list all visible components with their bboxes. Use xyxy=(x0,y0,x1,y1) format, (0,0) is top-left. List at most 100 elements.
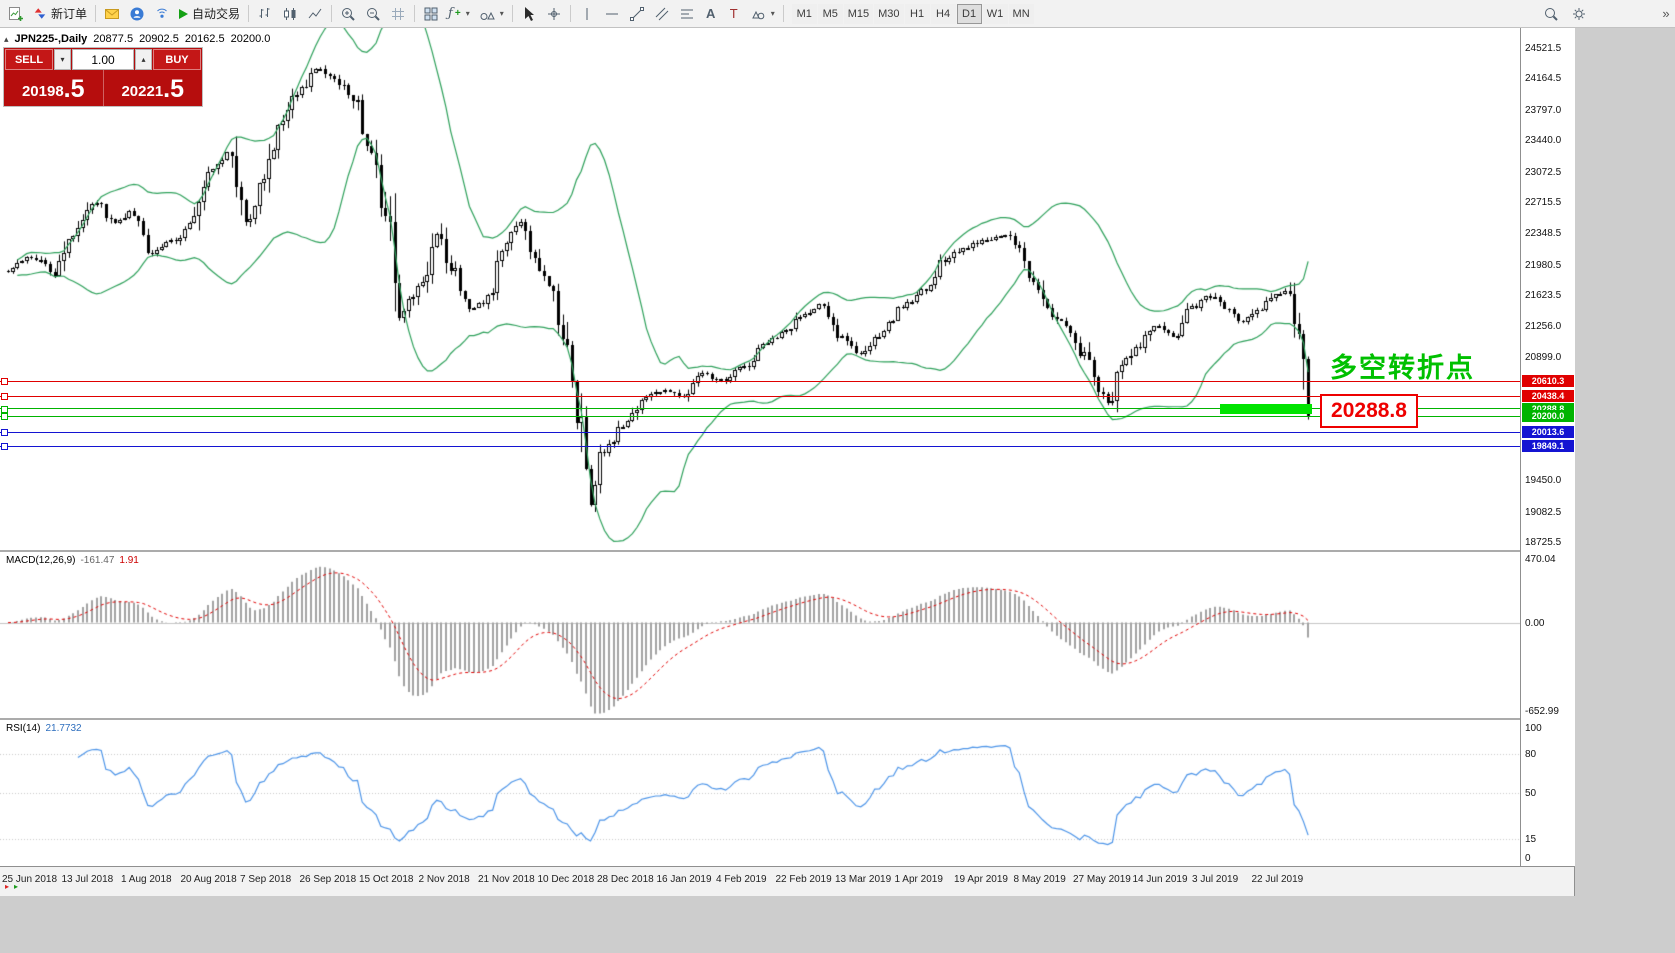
ohlc-low: 20162.5 xyxy=(184,33,225,45)
scroll-marker-left-icon[interactable]: ▸ xyxy=(5,882,10,891)
price-axis[interactable]: 24521.5 24164.5 23797.0 23440.0 23072.5 22715… xyxy=(1520,28,1575,866)
vertical-line-icon xyxy=(586,7,588,20)
horizontal-line-button[interactable] xyxy=(600,3,624,25)
timeframe-button-m5[interactable]: M5 xyxy=(817,3,843,24)
horizontal-line-20013.6[interactable] xyxy=(0,431,1520,433)
price-axis-label: 22348.5 xyxy=(1525,228,1562,240)
zoom-in-button[interactable] xyxy=(336,3,360,25)
line-chart-button[interactable] xyxy=(303,3,327,25)
toolbar-separator xyxy=(414,5,416,22)
line-handle[interactable] xyxy=(1,413,8,421)
time-axis-label: 1 Apr 2019 xyxy=(894,874,943,885)
toolbar-separator xyxy=(569,5,571,22)
timeframe-button-d1[interactable]: D1 xyxy=(956,3,982,24)
indicators-button[interactable]: ƒ + ▾ xyxy=(444,3,474,25)
price-line-tag: 20610.3 xyxy=(1522,375,1574,388)
fibonacci-button[interactable] xyxy=(675,3,699,25)
candlestick-chart-button[interactable] xyxy=(278,3,302,25)
vertical-line-button[interactable] xyxy=(575,3,599,25)
price-line-tag: 19849.1 xyxy=(1522,440,1574,453)
label-button[interactable]: T xyxy=(723,3,745,25)
timeframe-button-m15[interactable]: M15 xyxy=(843,3,874,24)
gear-icon xyxy=(1573,7,1585,20)
mailbox-button[interactable] xyxy=(100,3,124,25)
buy-price[interactable]: 20221.5 xyxy=(104,70,203,106)
horizontal-line-19849.1[interactable] xyxy=(0,445,1520,447)
signals-icon xyxy=(157,8,167,18)
buy-price-pips: .5 xyxy=(163,75,185,103)
time-axis-label: 13 Mar 2019 xyxy=(835,874,892,885)
timeframe-button-m30[interactable]: M30 xyxy=(874,3,904,24)
macd-axis-label: 470.04 xyxy=(1525,554,1556,565)
new-chart-button[interactable] xyxy=(4,3,28,25)
grid-button[interactable] xyxy=(386,3,410,25)
time-axis-label: 3 Jul 2019 xyxy=(1192,874,1239,885)
community-button[interactable] xyxy=(125,3,149,25)
rsi-name: RSI(14) xyxy=(6,723,41,734)
price-axis-label: 22715.5 xyxy=(1525,196,1562,208)
objects-button[interactable]: ▾ xyxy=(475,3,508,25)
macd-panel-canvas[interactable] xyxy=(0,552,1520,718)
timeframe-group: M1 M5 M15 M30 H1 H4 D1 W1 MN xyxy=(791,3,1034,24)
trendline-icon xyxy=(629,6,644,21)
text-button[interactable]: A xyxy=(700,3,722,25)
cursor-button[interactable] xyxy=(517,3,541,25)
shapes-button[interactable]: ▾ xyxy=(746,3,779,25)
rsi-panel-canvas[interactable] xyxy=(0,720,1520,866)
settings-button[interactable] xyxy=(1567,3,1591,25)
volume-decrease-button[interactable]: ▾ xyxy=(54,49,71,70)
sell-button[interactable]: SELL xyxy=(5,49,53,70)
crosshair-button[interactable] xyxy=(542,3,566,25)
line-handle[interactable] xyxy=(1,393,8,401)
price-axis-label: 23440.0 xyxy=(1525,135,1562,147)
horizontal-line-20610.3[interactable] xyxy=(0,380,1520,382)
macd-value: -161.47 xyxy=(80,555,115,566)
trade-panel-toggle[interactable]: ▴ xyxy=(4,33,9,44)
timeframe-button-w1[interactable]: W1 xyxy=(982,3,1008,24)
new-order-icon xyxy=(34,8,46,19)
line-handle[interactable] xyxy=(1,378,8,386)
horizontal-line-20288.8[interactable] xyxy=(0,408,1520,410)
buy-button[interactable]: BUY xyxy=(153,49,201,70)
price-callout-box[interactable]: 20288.8 xyxy=(1320,393,1418,428)
zoom-out-button[interactable] xyxy=(361,3,385,25)
algo-trading-button[interactable]: 自动交易 xyxy=(175,3,244,25)
bar-chart-button[interactable] xyxy=(253,3,277,25)
cursor-icon xyxy=(524,6,534,21)
signals-button[interactable] xyxy=(150,3,174,25)
search-button[interactable] xyxy=(1539,3,1563,25)
macd-axis-label: 0.00 xyxy=(1525,617,1545,629)
timeframe-button-m1[interactable]: M1 xyxy=(791,3,817,24)
tile-windows-button[interactable] xyxy=(419,3,443,25)
new-order-button[interactable]: 新订单 xyxy=(29,3,91,25)
horizontal-line-20438.4[interactable] xyxy=(0,395,1520,397)
sell-price[interactable]: 20198.5 xyxy=(4,70,104,106)
chart-ohlc-header: ▴ JPN225-,Daily 20877.5 20902.5 20162.5 … xyxy=(4,33,270,45)
panel-splitter-macd[interactable] xyxy=(0,550,1574,552)
toolbar-overflow-button[interactable]: » xyxy=(1655,3,1675,25)
chevron-down-icon: ▾ xyxy=(770,9,775,18)
trade-panel-controls: SELL ▾ 1.00 ▴ BUY xyxy=(4,48,202,70)
chart-annotation-text[interactable]: 多空转折点 xyxy=(1330,353,1475,384)
volume-input[interactable]: 1.00 xyxy=(72,49,134,70)
horizontal-line-20200.0[interactable] xyxy=(0,415,1520,417)
price-chart-canvas[interactable] xyxy=(0,28,1520,550)
timeframe-button-h1[interactable]: H1 xyxy=(904,3,930,24)
price-axis-label: 21256.0 xyxy=(1525,321,1562,333)
rsi-value: 21.7732 xyxy=(45,723,82,734)
time-axis[interactable]: ▸ ▸ 25 Jun 2018 13 Jul 2018 1 Aug 2018 20 A… xyxy=(0,866,1574,896)
trade-panel-quotes: 20198.5 20221.5 xyxy=(4,70,202,106)
highlight-rectangle[interactable] xyxy=(1220,403,1312,414)
scroll-marker-right-icon[interactable]: ▸ xyxy=(14,882,19,891)
time-axis-label: 7 Sep 2018 xyxy=(240,874,292,885)
trendline-button[interactable] xyxy=(625,3,649,25)
timeframe-button-mn[interactable]: MN xyxy=(1008,3,1034,24)
channel-button[interactable] xyxy=(650,3,674,25)
line-handle[interactable] xyxy=(1,429,8,437)
line-handle[interactable] xyxy=(1,443,8,451)
panel-splitter-rsi[interactable] xyxy=(0,718,1574,720)
volume-increase-button[interactable]: ▴ xyxy=(135,49,152,70)
timeframe-button-h4[interactable]: H4 xyxy=(930,3,956,24)
line-handle[interactable] xyxy=(1,405,8,413)
price-line-tag: 20013.6 xyxy=(1522,426,1574,439)
